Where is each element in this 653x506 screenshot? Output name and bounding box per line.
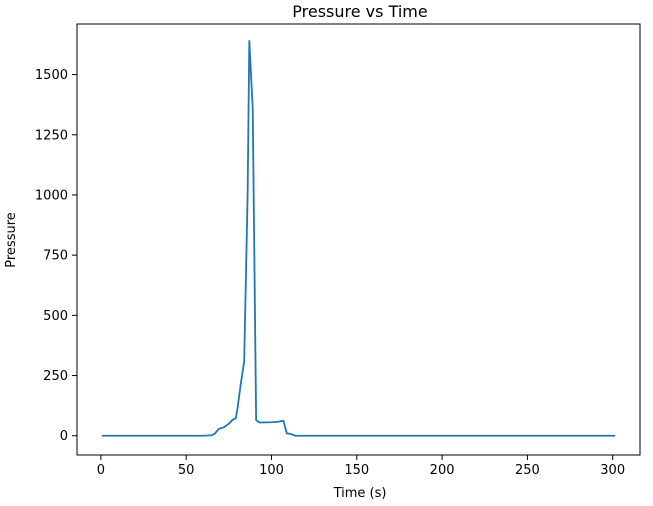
x-tick-label: 0 <box>97 463 105 478</box>
y-tick-label: 1250 <box>35 128 68 143</box>
x-tick-label: 50 <box>178 463 195 478</box>
x-axis-label: Time (s) <box>333 486 387 501</box>
y-axis-label: Pressure <box>4 212 19 268</box>
y-tick-label: 1000 <box>35 188 68 203</box>
plot-frame <box>76 23 641 456</box>
x-axis: 0 50 100 150 200 250 300 <box>97 455 625 478</box>
x-tick-label: 250 <box>515 463 540 478</box>
x-tick-label: 200 <box>430 463 455 478</box>
x-tick-label: 100 <box>259 463 284 478</box>
x-tick-label: 300 <box>600 463 625 478</box>
chart-title: Pressure vs Time <box>292 2 427 21</box>
series-line <box>101 39 616 437</box>
y-axis: 0 250 500 750 1000 1250 1500 <box>35 68 77 444</box>
y-tick-label: 500 <box>43 309 68 324</box>
y-tick-label: 250 <box>43 369 68 384</box>
y-tick-label: 1500 <box>35 68 68 83</box>
y-tick-label: 0 <box>60 429 68 444</box>
series-layer <box>101 39 616 437</box>
x-tick-label: 150 <box>344 463 369 478</box>
y-tick-label: 750 <box>43 249 68 264</box>
